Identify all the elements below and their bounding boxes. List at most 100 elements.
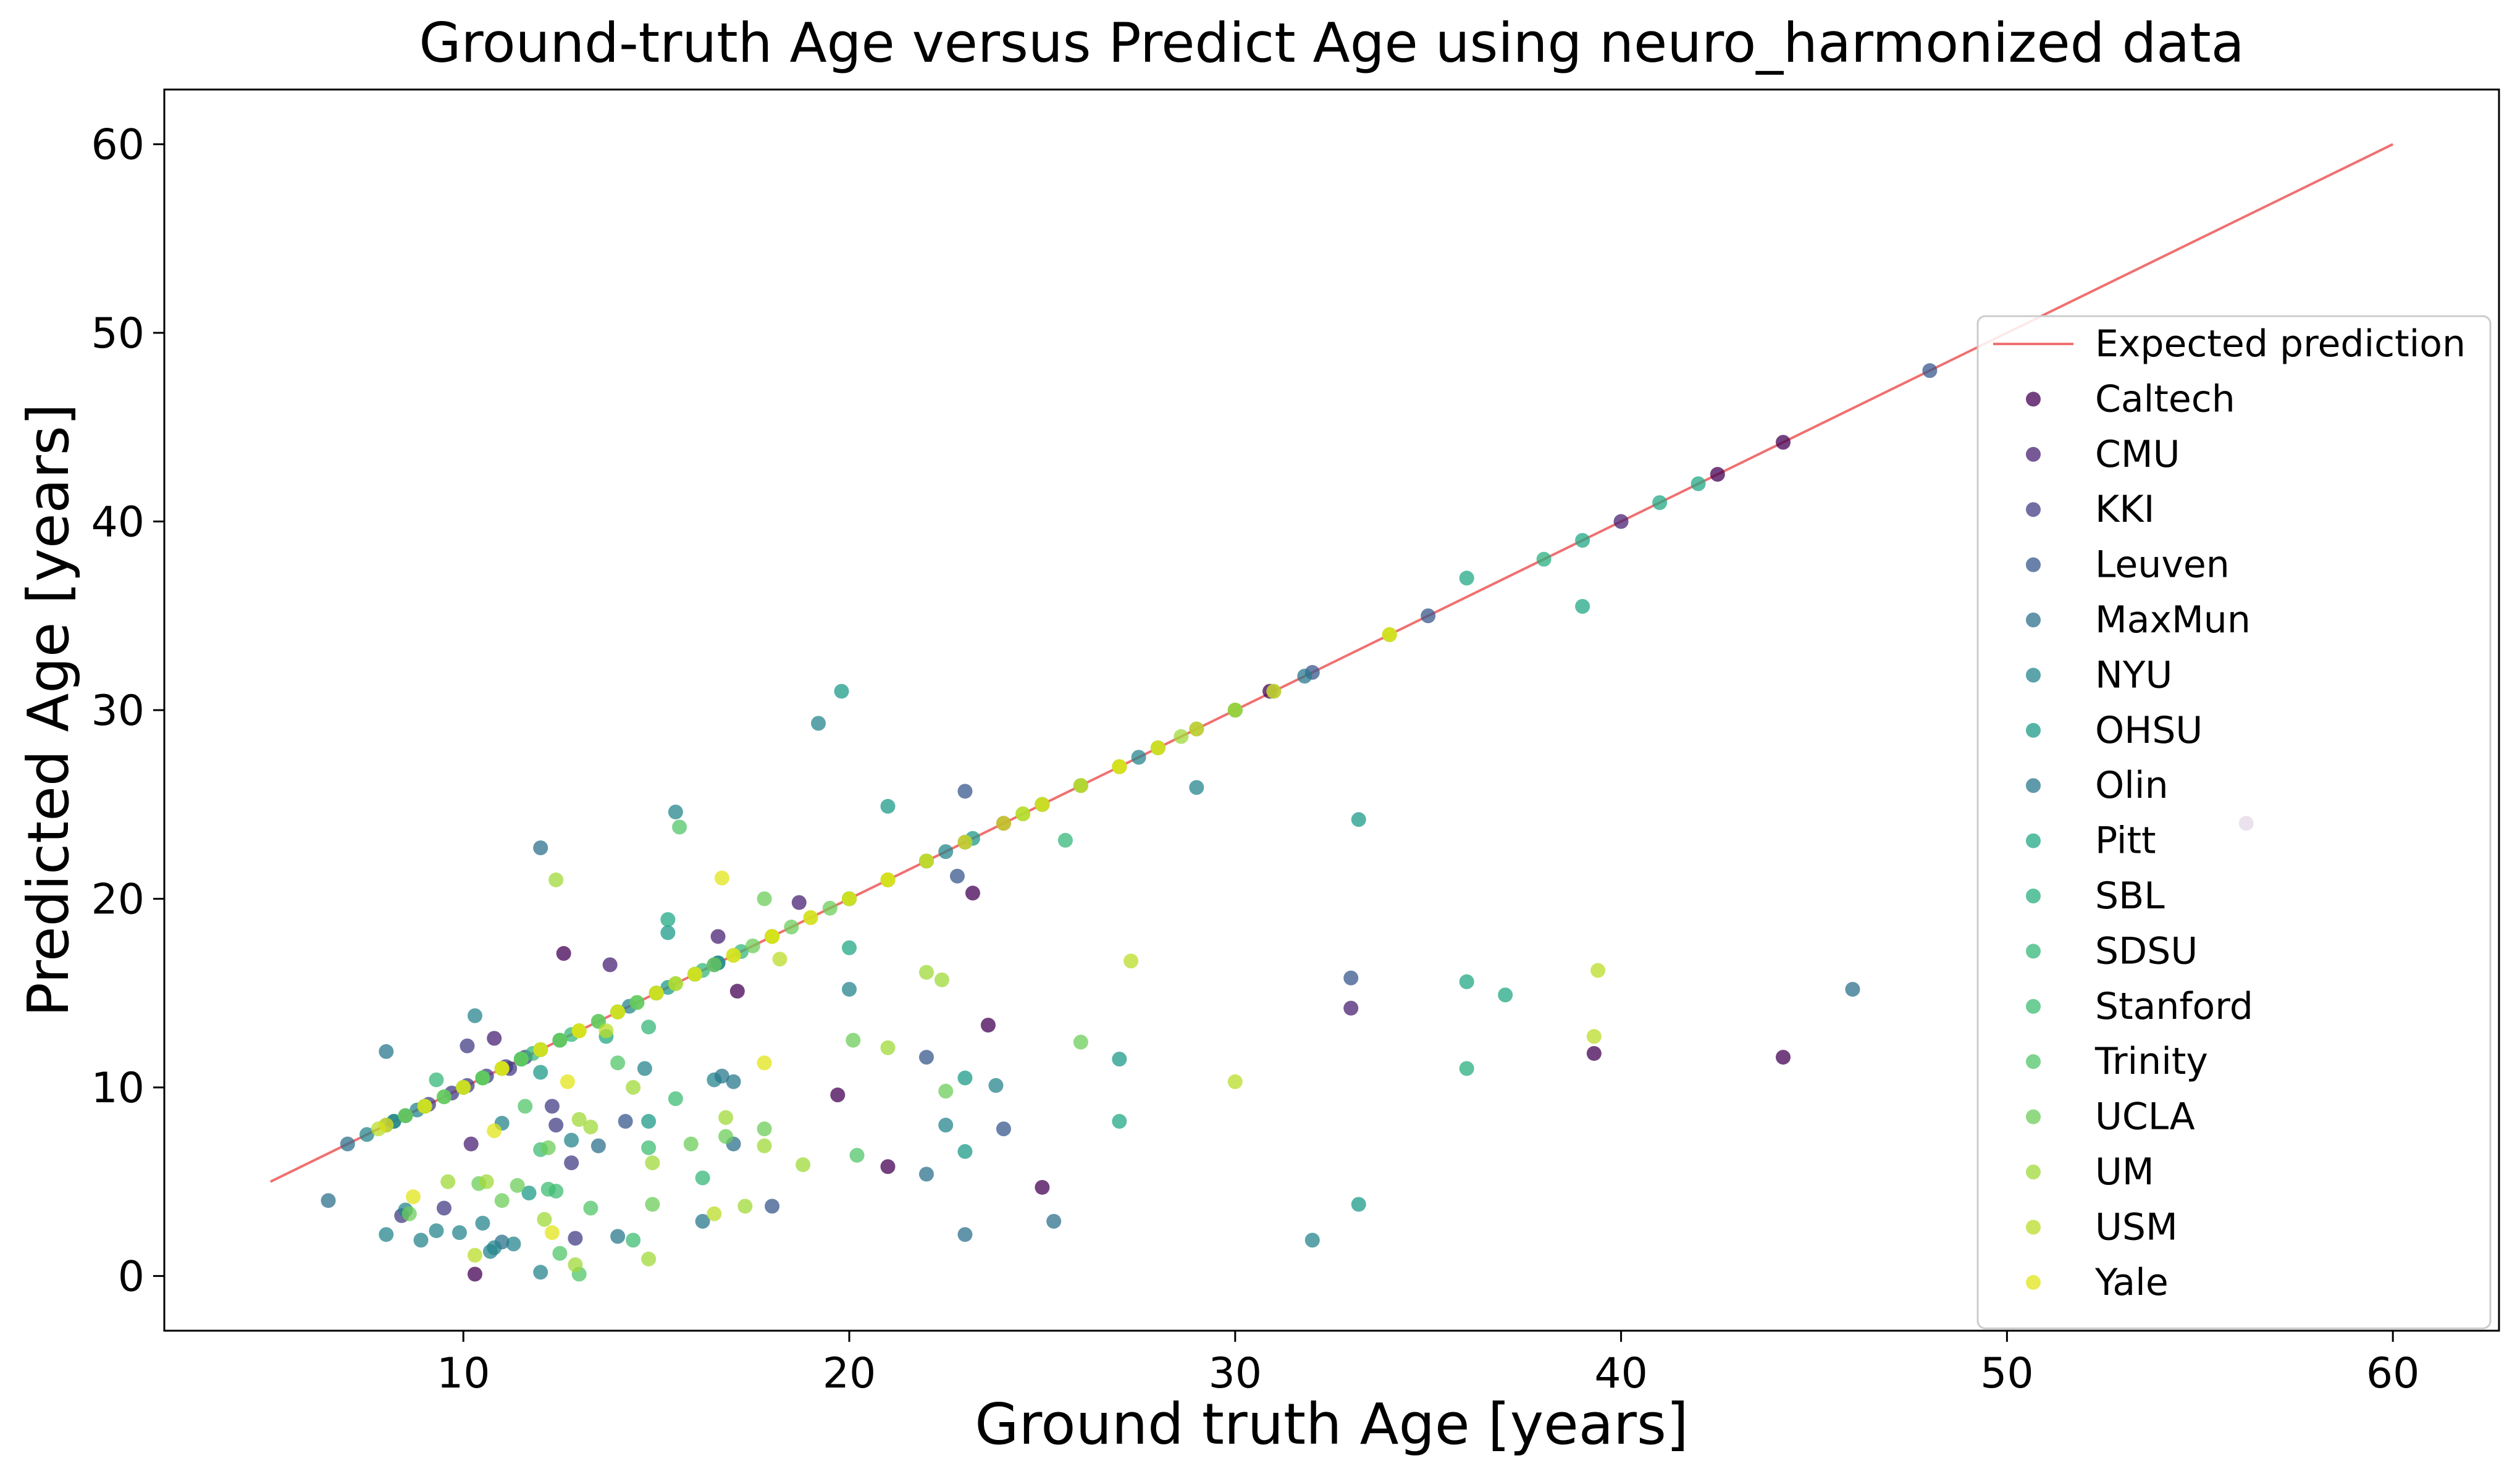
data-point bbox=[548, 872, 564, 887]
data-point bbox=[765, 929, 780, 944]
data-point bbox=[629, 995, 645, 1010]
data-point bbox=[429, 1223, 444, 1239]
y-tick-label: 40 bbox=[91, 498, 145, 547]
data-point bbox=[1343, 970, 1359, 986]
legend-label: SDSU bbox=[2095, 929, 2198, 973]
data-point bbox=[726, 948, 741, 963]
data-point bbox=[1776, 435, 1791, 450]
data-point bbox=[540, 1181, 556, 1197]
data-point bbox=[568, 1257, 583, 1273]
data-point bbox=[757, 1121, 772, 1137]
data-point bbox=[1035, 797, 1050, 812]
data-point bbox=[714, 870, 729, 885]
data-point bbox=[772, 952, 788, 967]
legend-label: OHSU bbox=[2095, 709, 2203, 752]
data-point bbox=[880, 872, 896, 887]
legend-marker bbox=[2026, 778, 2041, 793]
data-point bbox=[436, 1200, 452, 1216]
data-point bbox=[626, 1079, 641, 1095]
data-point bbox=[1710, 467, 1725, 482]
x-tick-label: 50 bbox=[1980, 1349, 2034, 1398]
legend-marker bbox=[2026, 613, 2041, 627]
data-point bbox=[1297, 669, 1312, 684]
data-point bbox=[641, 1140, 657, 1155]
data-point bbox=[552, 1032, 568, 1048]
data-point bbox=[1351, 812, 1366, 827]
legend-label: Caltech bbox=[2095, 377, 2235, 421]
data-point bbox=[822, 900, 838, 916]
data-point bbox=[568, 1231, 583, 1246]
data-point bbox=[583, 1200, 598, 1216]
legend-marker bbox=[2026, 1220, 2041, 1235]
legend-label: Pitt bbox=[2095, 819, 2156, 863]
data-point bbox=[467, 1247, 482, 1263]
legend-marker bbox=[2026, 889, 2041, 903]
data-point bbox=[641, 1019, 657, 1035]
data-point bbox=[1536, 551, 1552, 567]
data-point bbox=[460, 1038, 475, 1053]
data-point bbox=[583, 1120, 598, 1135]
data-point bbox=[757, 1055, 772, 1071]
data-point bbox=[1304, 1233, 1320, 1248]
data-point bbox=[475, 1070, 490, 1086]
legend-box bbox=[1976, 315, 2492, 1329]
data-point bbox=[687, 966, 703, 982]
data-point bbox=[533, 1265, 548, 1280]
data-point bbox=[796, 1157, 811, 1173]
data-point bbox=[564, 1132, 579, 1148]
data-point bbox=[456, 1079, 471, 1095]
data-point bbox=[668, 976, 683, 991]
data-point bbox=[537, 1212, 552, 1227]
data-point bbox=[560, 1074, 575, 1089]
y-axis-label: Predicted Age [years] bbox=[15, 403, 82, 1016]
legend-marker bbox=[2026, 557, 2041, 572]
data-point bbox=[765, 1199, 780, 1214]
data-point bbox=[463, 1136, 479, 1152]
data-point bbox=[533, 1065, 548, 1080]
data-point bbox=[1343, 1000, 1359, 1016]
x-axis-label: Ground truth Age [years] bbox=[975, 1391, 1689, 1457]
data-point bbox=[564, 1155, 579, 1171]
axes-frame bbox=[163, 88, 2500, 1332]
data-point bbox=[918, 1166, 934, 1182]
data-point bbox=[413, 1233, 429, 1248]
data-point bbox=[1776, 1050, 1791, 1065]
data-point bbox=[645, 1155, 660, 1171]
data-point bbox=[668, 804, 683, 819]
data-point bbox=[610, 1055, 626, 1071]
x-tick-label: 30 bbox=[1209, 1349, 1262, 1398]
data-point bbox=[1189, 721, 1204, 737]
data-point bbox=[880, 1159, 896, 1174]
data-point bbox=[1845, 982, 1860, 997]
data-point bbox=[487, 1123, 502, 1139]
data-point bbox=[1112, 759, 1127, 774]
legend-label: SBL bbox=[2095, 874, 2165, 918]
data-point bbox=[321, 1193, 336, 1208]
data-point bbox=[533, 1042, 548, 1057]
data-point bbox=[660, 925, 676, 940]
data-point bbox=[695, 1170, 710, 1186]
data-point bbox=[1498, 987, 1513, 1003]
legend-label: MaxMun bbox=[2095, 598, 2251, 642]
data-point bbox=[1124, 953, 1139, 969]
data-point bbox=[957, 1070, 973, 1086]
data-point bbox=[880, 1040, 896, 1055]
data-point bbox=[571, 1112, 587, 1127]
data-point bbox=[482, 1244, 498, 1259]
legend-label: UCLA bbox=[2095, 1095, 2195, 1139]
data-point bbox=[849, 1147, 865, 1163]
legend: Expected prediction Caltech CMU KKI Leuven Ma… bbox=[1976, 315, 2492, 1329]
data-point bbox=[957, 1227, 973, 1242]
data-point bbox=[398, 1108, 413, 1123]
data-point bbox=[641, 1113, 657, 1129]
data-point bbox=[637, 1061, 652, 1076]
data-point bbox=[672, 819, 687, 835]
data-point bbox=[544, 1225, 560, 1241]
data-point bbox=[340, 1136, 355, 1152]
data-point bbox=[467, 1266, 482, 1282]
data-point bbox=[1174, 729, 1189, 744]
data-point bbox=[1073, 1034, 1088, 1050]
data-point bbox=[429, 1072, 444, 1087]
data-point bbox=[590, 1138, 606, 1153]
legend-label: NYU bbox=[2095, 653, 2172, 697]
